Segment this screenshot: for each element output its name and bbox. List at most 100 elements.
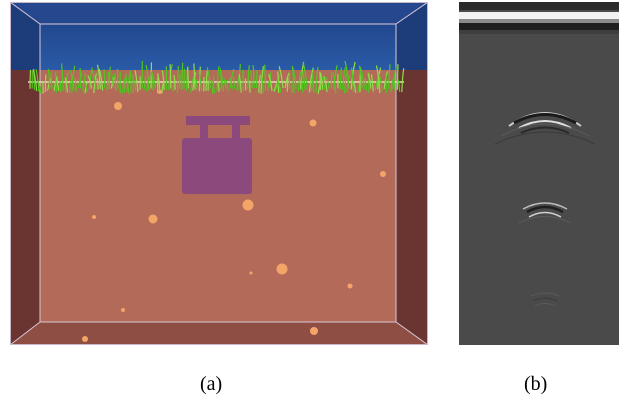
grass-blade — [173, 74, 176, 90]
grass-blade — [169, 64, 172, 89]
grass-blade — [261, 77, 264, 94]
grass-blade — [311, 72, 315, 93]
grass-blade — [161, 70, 165, 91]
grass-blade — [181, 62, 184, 91]
grass-blade — [401, 68, 405, 93]
frame-edge — [395, 2, 428, 25]
grass-blade — [35, 69, 40, 92]
grass-blade — [351, 67, 354, 93]
grass-blade — [198, 72, 203, 91]
grass-blade — [367, 73, 372, 89]
grass-blade — [297, 72, 302, 92]
grass-blade — [29, 69, 32, 89]
grass-blade — [64, 77, 68, 93]
grass-blade — [134, 79, 137, 91]
grass-blade — [55, 71, 57, 93]
grass-blade — [276, 79, 282, 93]
grass-blade — [333, 65, 338, 91]
grass-blade — [124, 73, 127, 93]
grass-blade — [179, 73, 181, 89]
grass-blade — [302, 62, 308, 90]
grass-blade — [277, 71, 280, 94]
grass-blade — [195, 79, 198, 91]
grass-blade — [186, 67, 189, 89]
grass-blade — [339, 67, 342, 90]
grass-blade — [286, 77, 289, 92]
caption-b: (b) — [524, 373, 548, 395]
grass-blade — [359, 67, 365, 90]
grass-blade — [332, 71, 337, 94]
grass-blade — [87, 75, 93, 89]
grass-blade — [83, 81, 88, 93]
grass-blade — [220, 71, 225, 93]
grass-blade — [258, 74, 261, 93]
grass-blade — [396, 64, 399, 90]
grass-blade — [247, 65, 250, 90]
direct-wave-bright — [459, 12, 619, 19]
grass-blade — [352, 80, 357, 93]
grass-blade — [315, 67, 319, 93]
grass-blade — [319, 71, 321, 91]
grass-blade — [176, 66, 179, 93]
frame-edge — [10, 321, 41, 345]
grass-blade — [125, 75, 130, 94]
caption-a: (a) — [200, 373, 223, 395]
grass-blade — [238, 74, 242, 93]
grass-blade — [96, 78, 99, 90]
hyperbola-1 — [494, 112, 596, 145]
grass-blade — [378, 73, 383, 92]
grass-blade — [268, 74, 273, 92]
grass-blade — [393, 80, 396, 92]
grass-blade — [91, 70, 97, 90]
grass-blade — [98, 69, 104, 91]
grass-blade — [358, 65, 363, 89]
grass-blade — [242, 69, 244, 91]
grass-blade — [217, 81, 220, 92]
grass-blade — [108, 66, 111, 90]
grass-blade — [225, 79, 229, 92]
grass-blade — [183, 68, 186, 89]
direct-wave-gray — [459, 19, 619, 23]
grass-blade — [210, 79, 216, 94]
grass-blade — [114, 73, 117, 92]
grass-blade — [50, 72, 53, 89]
grass-blade — [192, 72, 197, 91]
grass-blade — [193, 63, 196, 90]
grass-blade — [219, 68, 222, 90]
simulation-scene-image — [10, 2, 428, 345]
grass-blade — [284, 72, 290, 89]
radargram-image — [459, 2, 619, 345]
grass-blade — [145, 64, 150, 91]
grass-blade — [116, 69, 119, 89]
grass-blade — [190, 75, 195, 93]
hyperbola-3 — [530, 292, 560, 307]
grass-blade — [375, 65, 381, 94]
grass-blade — [143, 75, 147, 90]
grass-blade — [129, 70, 132, 93]
grass-blade — [223, 78, 227, 89]
grass-blade — [308, 67, 314, 93]
right-wall — [396, 70, 428, 345]
grass-blade — [205, 70, 208, 91]
grass-blade — [61, 63, 64, 91]
grass-blade — [47, 69, 51, 89]
grass-blade — [229, 77, 233, 89]
grass-layer — [29, 60, 405, 94]
grass-blade — [134, 70, 139, 93]
buried-object — [182, 116, 252, 194]
grass-blade — [320, 72, 324, 90]
grass-blade — [385, 73, 387, 93]
frame-edge — [10, 2, 41, 25]
bottom-bevel — [10, 322, 428, 345]
grass-blade — [216, 66, 220, 92]
frame-edge — [395, 321, 428, 345]
grass-blade — [229, 68, 235, 89]
grass-blade — [59, 81, 62, 93]
grass-blade — [341, 67, 346, 91]
grass-blade — [364, 78, 368, 91]
grass-blade — [392, 66, 397, 90]
grass-blade — [69, 78, 73, 94]
grass-blade — [206, 67, 211, 89]
grass-blade — [302, 72, 306, 90]
grass-blade — [69, 69, 75, 90]
